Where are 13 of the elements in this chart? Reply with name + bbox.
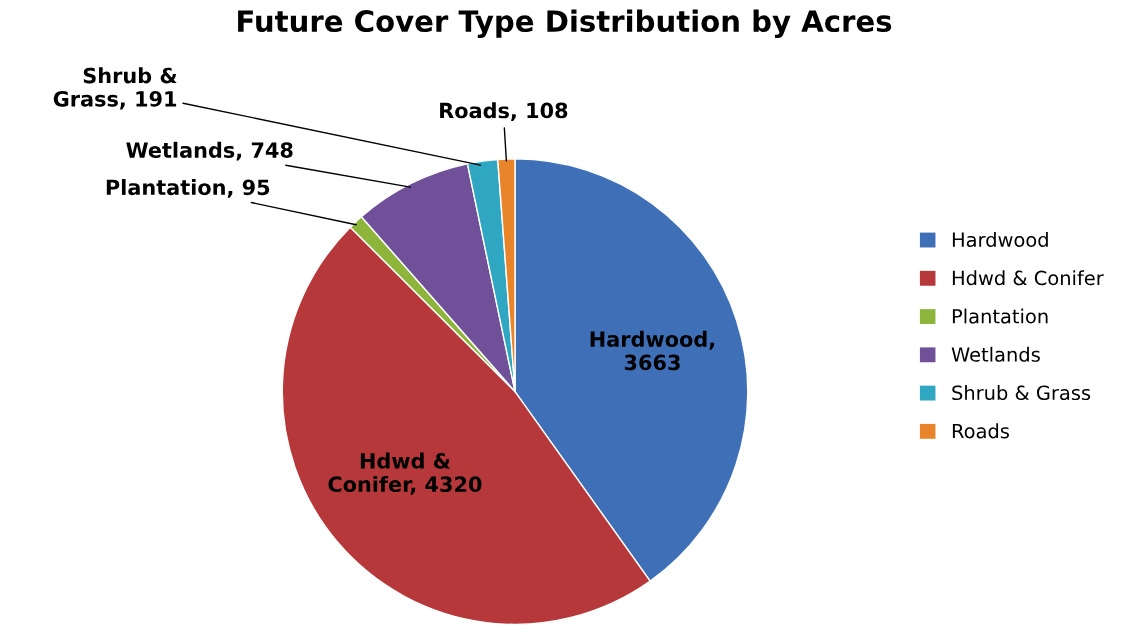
- data-label: Wetlands, 748: [126, 141, 293, 161]
- legend-label: Wetlands: [951, 346, 1040, 362]
- legend-label: Hdwd & Conifer: [952, 270, 1104, 286]
- legend-label: Hardwood: [952, 232, 1048, 248]
- data-label: Hardwood, 3663: [590, 330, 715, 371]
- data-label: Plantation, 95: [106, 179, 270, 198]
- chart-title: Future Cover Type Distribution by Acres: [238, 9, 892, 38]
- legend-label: Roads: [952, 423, 1009, 439]
- legend-label: Shrub & Grass: [952, 385, 1091, 401]
- data-label: Shrub & Grass, 191: [53, 67, 177, 110]
- data-label: Roads, 108: [440, 102, 568, 122]
- data-label: Hdwd & Conifer, 4320: [328, 452, 482, 495]
- legend-label: Plantation: [952, 308, 1048, 324]
